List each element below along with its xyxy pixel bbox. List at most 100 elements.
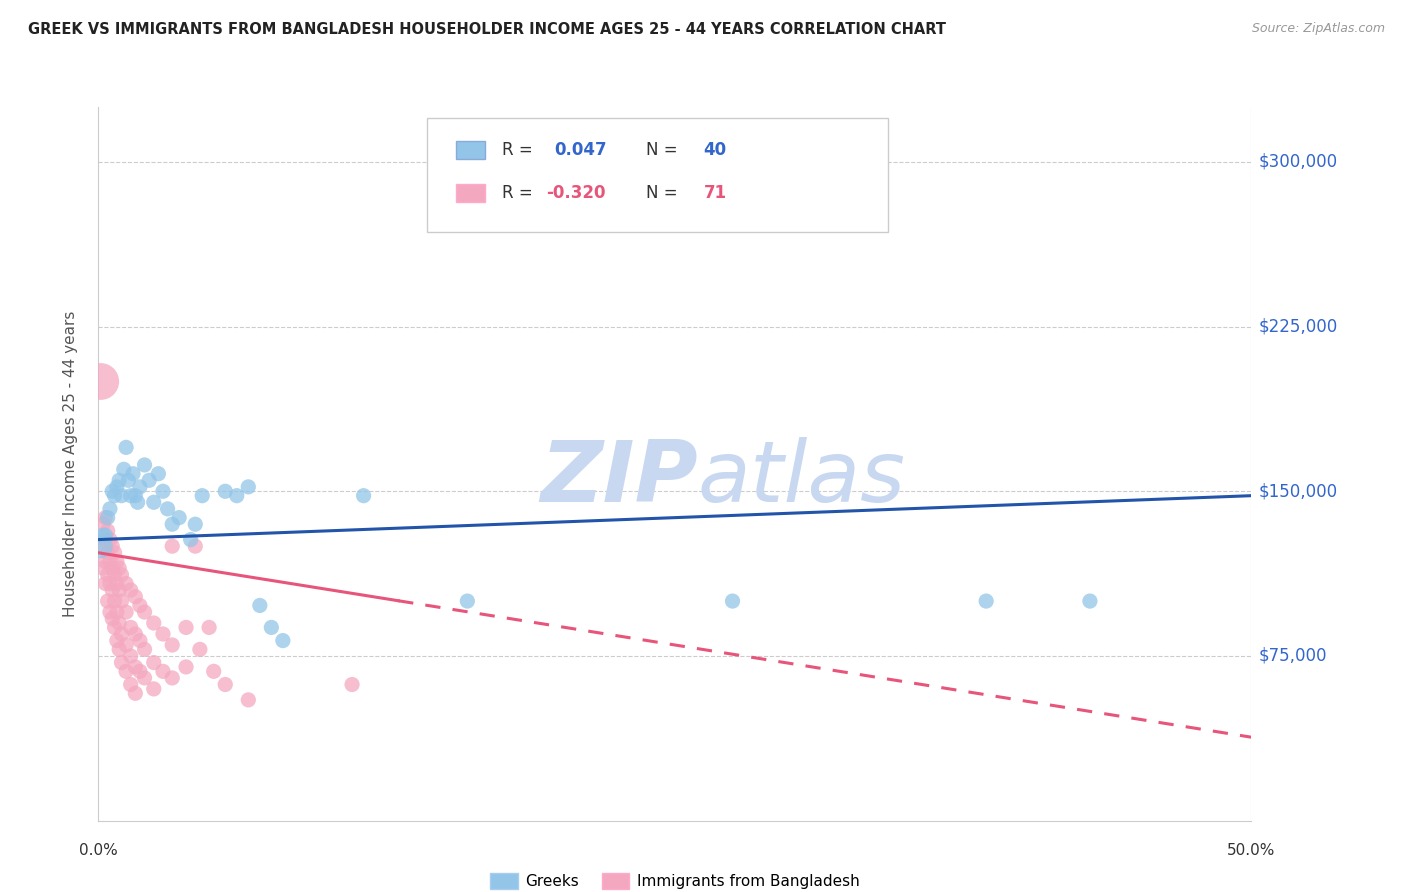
- Point: [108, 615, 131, 630]
- Point: [91, 561, 114, 575]
- Point: [174, 660, 197, 674]
- Point: [105, 576, 128, 591]
- Point: [260, 620, 283, 634]
- Point: [110, 489, 132, 503]
- Text: 71: 71: [703, 184, 727, 202]
- Point: [271, 633, 294, 648]
- Point: [103, 594, 125, 608]
- Point: [129, 599, 152, 613]
- Point: [156, 501, 179, 516]
- Point: [90, 375, 112, 389]
- Point: [94, 510, 117, 524]
- Point: [152, 627, 174, 641]
- Point: [184, 517, 207, 532]
- Point: [122, 467, 145, 481]
- Point: [160, 671, 183, 685]
- Point: [110, 594, 132, 608]
- Text: 40: 40: [703, 141, 727, 159]
- Text: $300,000: $300,000: [1258, 153, 1337, 171]
- Point: [214, 677, 236, 691]
- Point: [124, 627, 146, 641]
- Point: [238, 693, 260, 707]
- Point: [91, 539, 114, 553]
- Point: [214, 484, 236, 499]
- Point: [101, 612, 124, 626]
- Point: [134, 642, 156, 657]
- Point: [225, 489, 247, 503]
- Text: $75,000: $75,000: [1258, 647, 1327, 665]
- Text: R =: R =: [502, 141, 538, 159]
- Point: [142, 656, 165, 670]
- FancyBboxPatch shape: [456, 184, 485, 202]
- Point: [120, 489, 142, 503]
- Point: [91, 517, 114, 532]
- Text: ZIP: ZIP: [540, 436, 697, 520]
- Point: [160, 539, 183, 553]
- Text: 0.047: 0.047: [554, 141, 606, 159]
- Point: [142, 615, 165, 630]
- Point: [124, 660, 146, 674]
- Point: [160, 517, 183, 532]
- Point: [101, 583, 124, 598]
- Point: [98, 576, 121, 591]
- Point: [103, 546, 125, 560]
- Point: [120, 583, 142, 598]
- Point: [152, 484, 174, 499]
- Point: [129, 665, 152, 679]
- Point: [101, 484, 124, 499]
- Point: [353, 489, 375, 503]
- Point: [98, 605, 121, 619]
- Point: [105, 605, 128, 619]
- Point: [238, 480, 260, 494]
- Point: [101, 539, 124, 553]
- Text: 0.0%: 0.0%: [79, 843, 118, 858]
- Point: [110, 656, 132, 670]
- Point: [120, 620, 142, 634]
- Point: [97, 546, 120, 560]
- Point: [721, 594, 744, 608]
- Point: [112, 462, 135, 476]
- Text: N =: N =: [647, 184, 683, 202]
- Point: [124, 590, 146, 604]
- Point: [142, 495, 165, 509]
- Point: [456, 594, 478, 608]
- Point: [184, 539, 207, 553]
- Text: $225,000: $225,000: [1258, 318, 1337, 335]
- Point: [142, 681, 165, 696]
- Text: $150,000: $150,000: [1258, 483, 1337, 500]
- Point: [191, 489, 214, 503]
- Point: [138, 473, 160, 487]
- Point: [134, 605, 156, 619]
- Text: 50.0%: 50.0%: [1227, 843, 1275, 858]
- Point: [105, 633, 128, 648]
- Point: [134, 458, 156, 472]
- Point: [94, 576, 117, 591]
- Point: [98, 555, 121, 569]
- Point: [97, 524, 120, 538]
- Point: [202, 665, 225, 679]
- Point: [124, 489, 146, 503]
- Point: [134, 671, 156, 685]
- Point: [94, 533, 117, 547]
- Text: -0.320: -0.320: [546, 184, 605, 202]
- Point: [117, 473, 139, 487]
- Point: [115, 441, 138, 455]
- Point: [108, 583, 131, 598]
- Point: [148, 467, 170, 481]
- Point: [127, 495, 149, 509]
- Legend: Greeks, Immigrants from Bangladesh: Greeks, Immigrants from Bangladesh: [484, 867, 866, 892]
- FancyBboxPatch shape: [456, 141, 485, 159]
- Point: [1078, 594, 1101, 608]
- Point: [198, 620, 221, 634]
- Point: [188, 642, 211, 657]
- Point: [108, 473, 131, 487]
- Point: [90, 539, 112, 553]
- Point: [974, 594, 997, 608]
- Point: [103, 567, 125, 582]
- Point: [249, 599, 271, 613]
- Point: [110, 627, 132, 641]
- Point: [97, 567, 120, 582]
- Text: atlas: atlas: [697, 436, 905, 520]
- FancyBboxPatch shape: [427, 118, 889, 232]
- Point: [167, 510, 190, 524]
